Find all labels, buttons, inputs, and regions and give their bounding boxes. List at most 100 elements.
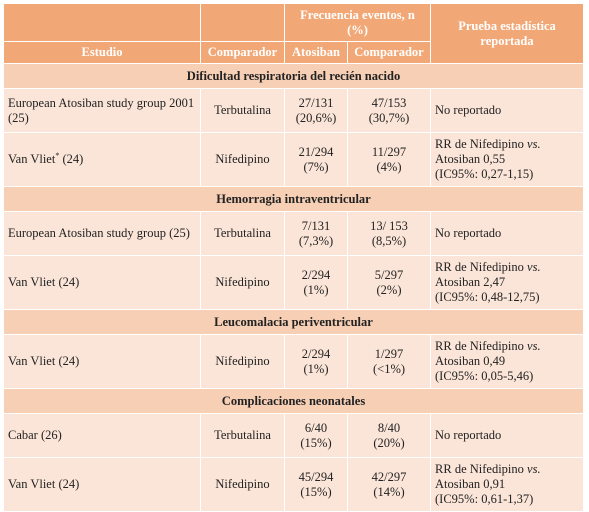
- comparator-cell: Nifedipino: [200, 132, 285, 187]
- comparator-count: 13/ 153: [370, 218, 408, 233]
- comparator-percent: (2%): [376, 282, 402, 297]
- header-comparador: Comparador: [200, 41, 285, 64]
- header-frecuencia: Frecuencia eventos, n (%): [283, 3, 432, 42]
- comparator-count-cell: 42/297 (14%): [346, 457, 432, 512]
- study-cell: Van Vliet (24): [3, 255, 201, 310]
- atosiban-cell: 45/294 (15%): [284, 457, 348, 512]
- test-cell: No reportado: [430, 88, 585, 133]
- comparator-count-cell: 1/297 (<1%): [346, 334, 432, 389]
- comparator-cell: Terbutalina: [200, 413, 285, 458]
- test-line: (IC95%: 0,61-1,37): [435, 492, 534, 506]
- comparator-count-cell: 8/40 (20%): [346, 413, 432, 458]
- table-row: European Atosiban study group 2001 (25) …: [3, 88, 585, 133]
- atosiban-percent: (15%): [300, 435, 332, 450]
- study-name: Van Vliet: [8, 152, 56, 166]
- comparator-cell: Terbutalina: [200, 211, 285, 256]
- header-comparador-2: Comparador: [346, 41, 432, 64]
- comparator-count-cell: 13/ 153 (8,5%): [346, 211, 432, 256]
- test-line: (IC95%: 0,27-1,15): [435, 167, 534, 181]
- comparator-percent: (8,5%): [371, 233, 407, 248]
- comparator-count: 8/40: [377, 420, 401, 435]
- atosiban-count: 45/294: [298, 469, 334, 484]
- atosiban-count: 7/131: [301, 218, 331, 233]
- section-row: Hemorragia intraventricular: [2, 186, 585, 212]
- section-row: Dificultad respiratoria del recién nacid…: [2, 63, 585, 89]
- test-line: Atosiban 0,91: [435, 477, 506, 491]
- table-row: Van Vliet* (24) Nifedipino 21/294 (7%) 11…: [3, 132, 585, 187]
- study-cell: European Atosiban study group (25): [3, 211, 201, 256]
- test-line: RR de Nifedipino vs.: [435, 462, 541, 476]
- study-cell: Van Vliet* (24): [3, 132, 201, 187]
- atosiban-count: 6/40: [304, 420, 328, 435]
- test-line: (IC95%: 0,05-5,46): [435, 369, 534, 383]
- test-line: Atosiban 0,49: [435, 354, 506, 368]
- atosiban-percent: (15%): [300, 484, 332, 499]
- header-empty-1: [3, 3, 201, 42]
- atosiban-count: 27/131: [298, 95, 334, 110]
- comparator-cell: Nifedipino: [200, 255, 285, 310]
- vs-text: vs.: [527, 260, 541, 274]
- table-row: Van Vliet (24) Nifedipino 2/294 (1%) 5/29…: [3, 255, 585, 310]
- atosiban-cell: 6/40 (15%): [284, 413, 348, 458]
- vs-text: vs.: [527, 137, 541, 151]
- section-title: Dificultad respiratoria del recién nacid…: [2, 63, 585, 89]
- test-cell: RR de Nifedipino vs. Atosiban 0,49 (IC95%:…: [430, 334, 585, 389]
- atosiban-percent: (7%): [303, 159, 329, 174]
- comparator-percent: (20%): [373, 435, 405, 450]
- study-cell: Cabar (26): [3, 413, 201, 458]
- atosiban-percent: (7,3%): [298, 233, 334, 248]
- table-row: Cabar (26) Terbutalina 6/40 (15%) 8/40 (20…: [3, 413, 585, 458]
- study-ref: (24): [59, 152, 84, 166]
- table-row: European Atosiban study group (25) Terbu…: [3, 211, 585, 256]
- comparator-cell: Nifedipino: [200, 334, 285, 389]
- study-cell: Van Vliet (24): [3, 334, 201, 389]
- test-cell: RR de Nifedipino vs. Atosiban 0,91 (IC95%:…: [430, 457, 585, 512]
- atosiban-count: 2/294: [301, 267, 331, 282]
- comparator-percent: (4%): [376, 159, 402, 174]
- test-cell: RR de Nifedipino vs. Atosiban 0,55 (IC95%:…: [430, 132, 585, 187]
- section-title: Leucomalacia periventricular: [2, 309, 585, 335]
- atosiban-cell: 27/131 (20,6%): [284, 88, 348, 133]
- comparator-count: 5/297: [374, 267, 404, 282]
- comparator-count-cell: 11/297 (4%): [346, 132, 432, 187]
- comparator-count: 42/297: [371, 469, 407, 484]
- header-empty-2: [200, 3, 285, 42]
- section-row: Leucomalacia periventricular: [2, 309, 585, 335]
- test-line: (IC95%: 0,48-12,75): [435, 290, 540, 304]
- table-row: Van Vliet (24) Nifedipino 45/294 (15%) 42…: [3, 457, 585, 512]
- vs-text: vs.: [527, 339, 541, 353]
- header-prueba: Prueba estadística reportada: [430, 3, 585, 64]
- results-table: Frecuencia eventos, n (%) Prueba estadís…: [2, 3, 585, 512]
- study-cell: European Atosiban study group 2001 (25): [3, 88, 201, 133]
- atosiban-cell: 7/131 (7,3%): [284, 211, 348, 256]
- atosiban-count: 2/294: [301, 346, 331, 361]
- footnote-mark: *: [55, 150, 60, 160]
- study-cell: Van Vliet (24): [3, 457, 201, 512]
- comparator-cell: Terbutalina: [200, 88, 285, 133]
- table-row: Van Vliet (24) Nifedipino 2/294 (1%) 1/29…: [3, 334, 585, 389]
- test-cell: No reportado: [430, 413, 585, 458]
- atosiban-count: 21/294: [298, 144, 334, 159]
- comparator-count-cell: 5/297 (2%): [346, 255, 432, 310]
- comparator-count-cell: 47/153 (30,7%): [346, 88, 432, 133]
- atosiban-percent: (1%): [303, 282, 329, 297]
- comparator-percent: (<1%): [372, 361, 406, 376]
- test-line: Atosiban 0,55: [435, 152, 506, 166]
- atosiban-cell: 21/294 (7%): [284, 132, 348, 187]
- section-title: Hemorragia intraventricular: [2, 186, 585, 212]
- atosiban-percent: (1%): [303, 361, 329, 376]
- test-line: Atosiban 2,47: [435, 275, 506, 289]
- test-line: RR de Nifedipino vs.: [435, 339, 541, 353]
- comparator-count: 1/297: [374, 346, 404, 361]
- test-line: RR de Nifedipino vs.: [435, 260, 541, 274]
- comparator-count: 11/297: [371, 144, 407, 159]
- test-line: RR de Nifedipino vs.: [435, 137, 541, 151]
- vs-text: vs.: [527, 462, 541, 476]
- section-row: Complicaciones neonatales: [2, 388, 585, 414]
- atosiban-percent: (20,6%): [295, 110, 337, 125]
- comparator-percent: (14%): [373, 484, 405, 499]
- comparator-cell: Nifedipino: [200, 457, 285, 512]
- test-cell: RR de Nifedipino vs. Atosiban 2,47 (IC95%:…: [430, 255, 585, 310]
- comparator-count: 47/153: [371, 95, 407, 110]
- atosiban-cell: 2/294 (1%): [284, 255, 348, 310]
